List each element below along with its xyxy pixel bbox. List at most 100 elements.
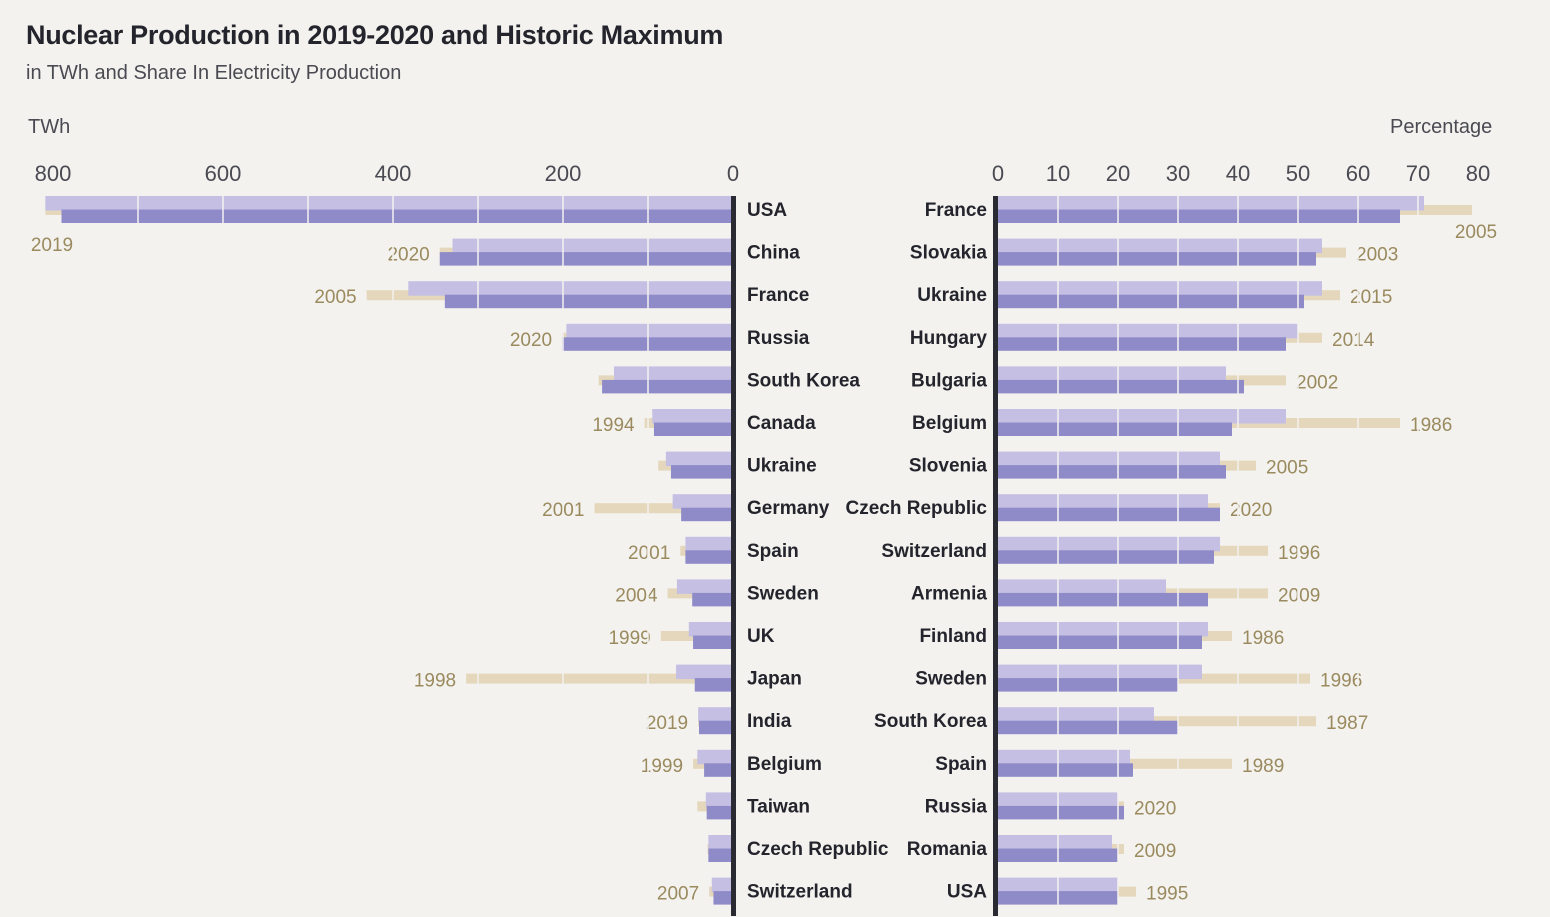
right-max-year-label: 2009 (1134, 841, 1176, 862)
left-bar-2020 (670, 465, 733, 479)
left-bar-2019 (676, 579, 733, 594)
left-bar-2019 (676, 664, 733, 680)
left-bar-2020 (694, 678, 733, 692)
right-max-year-label: 1987 (1326, 713, 1368, 734)
right-axis-tick: 10 (1046, 161, 1070, 186)
right-axis-tick: 50 (1286, 161, 1310, 186)
left-axis-line (731, 196, 736, 916)
left-bar-2019 (705, 792, 733, 807)
right-country-label: Spain (935, 754, 987, 775)
right-bar-2020 (998, 422, 1232, 436)
right-country-label: Armenia (911, 583, 987, 604)
left-country-label: Germany (747, 498, 830, 519)
right-bar-2020 (998, 635, 1202, 649)
right-bar-2020 (998, 507, 1220, 522)
left-axis-tick: 800 (35, 161, 72, 186)
right-bar-2019 (998, 664, 1202, 680)
left-bar-2020 (61, 209, 733, 223)
right-country-label: Hungary (910, 328, 988, 349)
right-bar-2019 (998, 707, 1154, 722)
right-bar-2019 (998, 409, 1286, 424)
left-max-year-label: 2019 (31, 235, 73, 256)
right-max-year-label: 1989 (1242, 756, 1284, 777)
right-axis-tick: 0 (992, 161, 1004, 186)
left-axis-unit: TWh (28, 116, 71, 138)
chart-subtitle: in TWh and Share In Electricity Producti… (26, 62, 402, 84)
left-axis-tick: 0 (727, 161, 739, 186)
right-axis-tick: 20 (1106, 161, 1130, 186)
right-axis-tick: 70 (1406, 161, 1430, 186)
left-bar-2019 (408, 281, 733, 296)
left-max-year-label: 2007 (657, 884, 699, 905)
left-country-label: Canada (747, 413, 816, 434)
right-max-year-label: 2005 (1455, 222, 1497, 243)
right-bar-2019 (998, 238, 1322, 254)
left-bar-2019 (614, 366, 733, 381)
right-bar-2019 (998, 749, 1130, 765)
left-country-label: Taiwan (747, 796, 810, 817)
right-axis-line (993, 196, 998, 916)
left-bar-2020 (444, 294, 733, 309)
right-max-year-label: 1996 (1320, 671, 1362, 692)
right-bar-2019 (998, 323, 1298, 339)
right-bar-2019 (998, 622, 1208, 637)
chart-title: Nuclear Production in 2019-2020 and Hist… (26, 20, 724, 50)
left-max-year-label: 1999 (608, 628, 650, 649)
right-country-label: South Korea (874, 711, 987, 732)
left-bar-2019 (685, 536, 733, 552)
left-bar-2020 (653, 422, 733, 436)
left-bar-2019 (652, 409, 733, 424)
right-bar-2019 (998, 835, 1112, 850)
right-max-year-label: 1996 (1278, 543, 1320, 564)
left-bar-2020 (602, 379, 733, 394)
right-country-label: Bulgaria (911, 370, 987, 391)
right-bar-2020 (998, 805, 1124, 820)
right-country-label: Finland (919, 626, 987, 647)
right-max-year-label: 2015 (1350, 287, 1392, 308)
left-country-label: UK (747, 626, 775, 647)
left-max-year-label: 2004 (615, 585, 658, 606)
left-country-label: Ukraine (747, 456, 817, 477)
left-country-label: Sweden (747, 583, 819, 604)
right-country-label: Sweden (915, 669, 987, 690)
left-bar-2019 (45, 196, 734, 211)
left-bar-2020 (706, 805, 733, 820)
left-bar-historic (466, 673, 733, 684)
right-max-year-label: 2020 (1230, 500, 1272, 521)
left-bar-2020 (692, 592, 733, 607)
left-country-label: South Korea (747, 370, 860, 391)
left-max-year-label: 2005 (314, 287, 356, 308)
left-max-year-label: 1994 (592, 415, 635, 436)
right-axis-tick: 30 (1166, 161, 1190, 186)
right-country-label: France (925, 200, 987, 221)
right-country-label: Czech Republic (846, 498, 988, 519)
left-axis-tick: 400 (375, 161, 412, 186)
right-max-year-label: 1986 (1410, 415, 1452, 436)
right-country-label: Romania (907, 839, 988, 860)
left-bar-2020 (439, 252, 733, 266)
left-axis-tick: 200 (545, 161, 582, 186)
left-bar-2019 (566, 323, 733, 339)
right-bar-2019 (998, 281, 1322, 296)
right-bar-2020 (998, 209, 1400, 223)
left-bar-2020 (708, 848, 733, 862)
right-axis-tick: 60 (1346, 161, 1370, 186)
right-bar-2020 (998, 550, 1214, 564)
left-country-label: China (747, 243, 800, 264)
right-bar-2020 (998, 379, 1244, 394)
left-bar-2019 (711, 877, 733, 893)
left-max-year-label: 2001 (628, 543, 670, 564)
right-max-year-label: 2003 (1356, 245, 1398, 266)
left-max-year-label: 1998 (414, 671, 456, 692)
right-max-year-label: 2020 (1134, 798, 1176, 819)
right-bar-2020 (998, 465, 1226, 479)
right-max-year-label: 2014 (1332, 330, 1375, 351)
left-max-year-label: 1999 (641, 756, 683, 777)
right-bar-2020 (998, 294, 1304, 309)
right-bar-2020 (998, 763, 1133, 777)
left-country-label: Japan (747, 669, 802, 690)
left-country-label: Russia (747, 328, 810, 349)
right-max-year-label: 2002 (1296, 372, 1338, 393)
right-bar-2019 (998, 451, 1220, 467)
